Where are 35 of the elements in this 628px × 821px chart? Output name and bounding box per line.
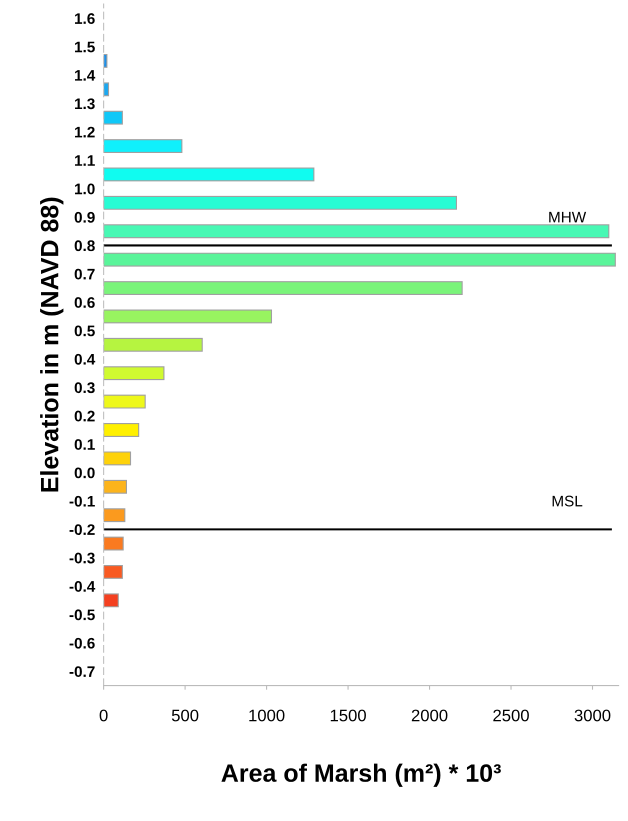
x-tick-label: 2000 <box>412 710 448 722</box>
y-tick-label: 1.4 <box>75 70 96 81</box>
x-tick-label: 1000 <box>249 710 284 722</box>
x-axis-title: Area of Marsh (m²) * 10³ <box>221 764 501 787</box>
y-tick-label: 1.5 <box>75 42 95 52</box>
y-tick-label: -0.2 <box>70 524 95 536</box>
y-tick-label: 0.8 <box>74 240 95 252</box>
y-tick-label: 0.2 <box>74 410 95 422</box>
y-tick-label: 0.0 <box>74 467 95 478</box>
y-tick-label: -0.6 <box>70 638 95 649</box>
y-tick-label: -0.4 <box>70 581 96 592</box>
x-tick-label: 500 <box>172 710 198 722</box>
x-tick-label: 1500 <box>330 710 366 722</box>
y-tick-label: -0.1 <box>70 496 95 507</box>
y-tick-label: -0.3 <box>70 552 95 564</box>
y-tick-label: 1.1 <box>75 155 95 166</box>
y-tick-label: 0.3 <box>74 382 95 394</box>
y-tick-label: 1.6 <box>75 13 95 24</box>
y-tick-label: 0.5 <box>74 325 95 336</box>
y-tick-label: 1.0 <box>75 184 95 194</box>
y-tick-label: -0.5 <box>70 609 95 620</box>
y-tick-label: 0.4 <box>74 354 96 365</box>
y-tick-label: -0.7 <box>70 666 95 678</box>
x-tick-label: 0 <box>100 710 108 722</box>
y-tick-label: 0.7 <box>74 268 95 280</box>
x-tick-label: 2500 <box>493 710 529 722</box>
y-tick-label: 1.2 <box>75 126 95 138</box>
y-axis-title: Elevation in m (NAVD 88) <box>40 198 64 492</box>
y-tick-label: 0.9 <box>74 212 95 223</box>
y-tick-label: 0.6 <box>74 297 95 308</box>
x-tick-label: 3000 <box>574 710 610 722</box>
y-tick-label: 0.1 <box>74 439 95 450</box>
y-tick-label: 1.3 <box>75 98 95 110</box>
ref-line-label: MHW <box>549 212 586 222</box>
ref-line-label: MSL <box>552 496 582 506</box>
